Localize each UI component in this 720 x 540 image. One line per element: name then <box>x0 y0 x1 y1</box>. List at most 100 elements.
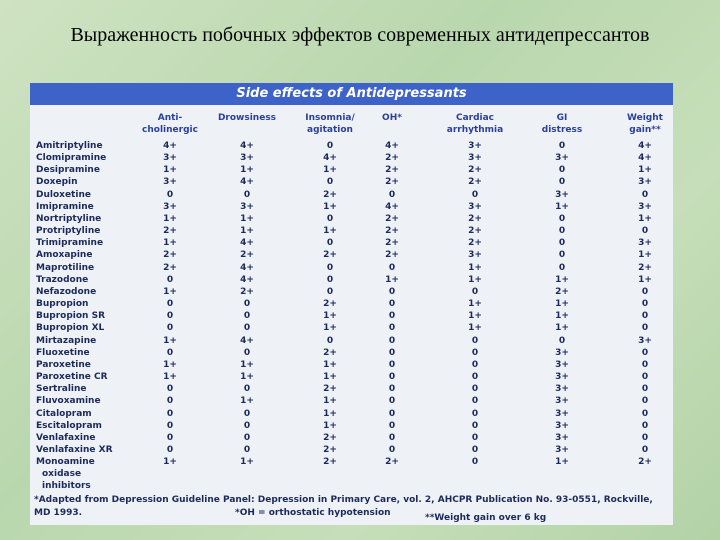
cell: 2+ <box>323 299 337 310</box>
cell: 1+ <box>468 323 482 334</box>
cell: 1+ <box>555 311 569 322</box>
column-header: Weight <box>627 113 663 123</box>
cell: 0 <box>326 274 334 285</box>
cell: 1+ <box>323 165 337 176</box>
row-name: Bupropion SR <box>36 311 105 322</box>
cell: 1+ <box>323 201 337 212</box>
cell: 3+ <box>240 201 254 212</box>
cell: 3+ <box>638 201 652 212</box>
row-name: Trimipramine <box>36 238 104 249</box>
cell: 2+ <box>385 153 399 164</box>
cell: 1+ <box>555 457 569 468</box>
row-name: Bupropion <box>36 299 89 310</box>
cell: 1+ <box>638 165 652 176</box>
cell: 0 <box>641 384 649 395</box>
cell: 0 <box>166 420 174 431</box>
cell: 0 <box>243 408 251 419</box>
row-name: Bupropion XL <box>36 323 105 334</box>
cell: 0 <box>641 420 649 431</box>
table: Side effects of Antidepressants Anti-cho… <box>30 83 673 525</box>
cell: 0 <box>471 286 479 297</box>
cell: 1+ <box>323 311 337 322</box>
column-header: agitation <box>307 125 353 135</box>
cell: 0 <box>388 323 396 334</box>
cell: 1+ <box>240 457 254 468</box>
cell: 0 <box>388 396 396 407</box>
cell: 3+ <box>240 153 254 164</box>
cell: 0 <box>558 250 566 261</box>
cell: 0 <box>388 311 396 322</box>
cell: 0 <box>388 189 396 200</box>
cell: 0 <box>641 372 649 383</box>
cell: 0 <box>243 347 251 358</box>
column-header: Cardiac <box>455 113 495 123</box>
cell: 0 <box>388 420 396 431</box>
cell: 2+ <box>385 226 399 237</box>
cell: 0 <box>558 141 566 151</box>
cell: 1+ <box>240 359 254 370</box>
cell: 1+ <box>240 372 254 383</box>
cell: 1+ <box>163 165 177 176</box>
cell: 1+ <box>468 299 482 310</box>
cell: 0 <box>388 359 396 370</box>
cell: 1+ <box>163 372 177 383</box>
cell: 2+ <box>323 250 337 261</box>
cell: 0 <box>471 372 479 383</box>
cell: 2+ <box>240 286 254 297</box>
row-name: Mirtazapine <box>36 335 97 346</box>
cell: 2+ <box>323 347 337 358</box>
cell: 1+ <box>163 457 177 468</box>
cell: 1+ <box>323 226 337 237</box>
cell: 0 <box>326 286 334 297</box>
cell: 3+ <box>555 153 569 164</box>
cell: 0 <box>326 262 334 273</box>
cell: 1+ <box>468 274 482 285</box>
cell: 0 <box>166 408 174 419</box>
row-name: Trazodone <box>36 274 89 285</box>
row-name: Sertraline <box>36 384 87 395</box>
cell: 1+ <box>323 323 337 334</box>
cell: 2+ <box>555 286 569 297</box>
cell: 2+ <box>240 250 254 261</box>
cell: 0 <box>471 335 479 346</box>
cell: 4+ <box>385 201 399 212</box>
cell: 3+ <box>468 141 482 151</box>
cell: 3+ <box>555 359 569 370</box>
cell: 4+ <box>638 141 652 151</box>
column-header: OH* <box>382 113 402 123</box>
cell: 2+ <box>323 445 337 455</box>
cell: 1+ <box>240 213 254 224</box>
cell: 0 <box>471 396 479 407</box>
cell: 0 <box>558 177 566 188</box>
cell: 4+ <box>240 262 254 273</box>
row-name: Venlafaxine XR <box>36 445 113 455</box>
cell: 1+ <box>385 274 399 285</box>
row-name: Paroxetine CR <box>36 372 108 383</box>
column-header: Anti- <box>157 113 183 123</box>
cell: 1+ <box>468 311 482 322</box>
cell: 2+ <box>468 226 482 237</box>
cell: 2+ <box>163 262 177 273</box>
cell: 1+ <box>555 274 569 285</box>
cell: 2+ <box>323 457 337 468</box>
cell: 0 <box>388 335 396 346</box>
row-name: Escitalopram <box>36 420 102 431</box>
row-name: Fluvoxamine <box>36 396 101 407</box>
cell: 3+ <box>163 153 177 164</box>
cell: 1+ <box>240 396 254 407</box>
cell: 2+ <box>323 432 337 443</box>
row-name: Maprotiline <box>36 262 95 273</box>
cell: 0 <box>243 432 251 443</box>
cell: 0 <box>641 311 649 322</box>
cell: 1+ <box>163 238 177 249</box>
cell: 0 <box>243 323 251 334</box>
cell: 3+ <box>468 250 482 261</box>
cell: 0 <box>243 299 251 310</box>
cell: 2+ <box>385 165 399 176</box>
cell: 0 <box>641 396 649 407</box>
cell: 3+ <box>468 201 482 212</box>
footnote: *Adapted from Depression Guideline Panel… <box>34 495 653 518</box>
row-name: Duloxetine <box>36 189 91 200</box>
row-name: Paroxetine <box>36 359 91 370</box>
row-name: Nefazodone <box>36 286 97 297</box>
